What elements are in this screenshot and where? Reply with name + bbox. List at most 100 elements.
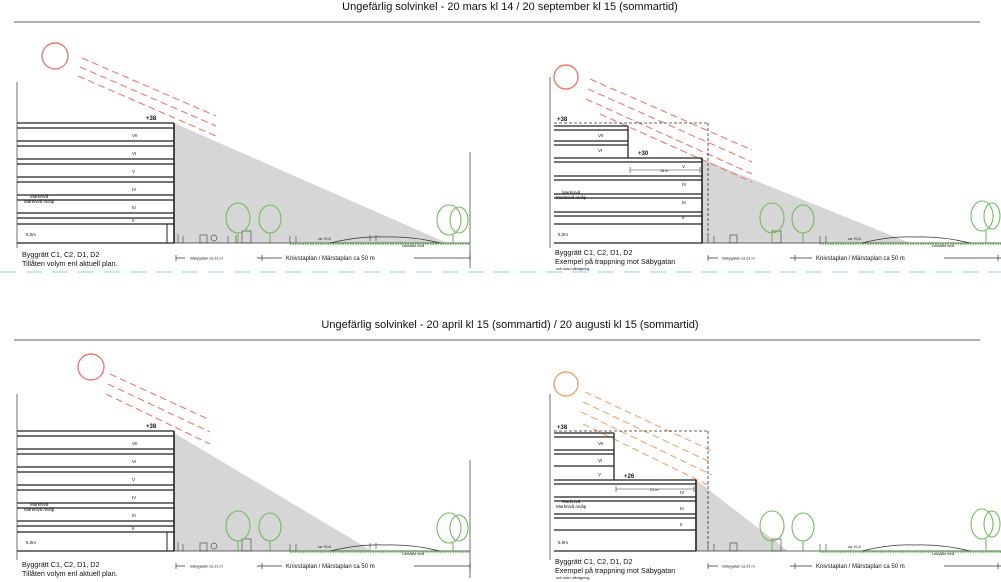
path-label: ca +0,8 (318, 237, 331, 241)
section-right-stepped-volume: 21 m +38 +26 VII VI V IV III II Marknivå… (549, 371, 1001, 580)
dim-mask (812, 562, 944, 570)
caption-line: Tillåten volym enl aktuell plan. (22, 259, 118, 268)
shadow-area (696, 480, 788, 551)
floor-label: VI (132, 151, 136, 156)
ground-label: Marknivå (30, 193, 49, 199)
caption-line: Tillåten volym enl aktuell plan. (22, 569, 118, 578)
building-stepped (554, 125, 703, 244)
caption-line: Exempel på trappning mot Säbygatan (555, 257, 675, 266)
floor-label: II (132, 218, 135, 223)
dim-mask (812, 254, 944, 262)
ground-label: Marknivå (562, 498, 581, 504)
floor-label: III (132, 513, 136, 518)
ground-label: Marknivå nivåp (24, 506, 55, 512)
sun-icon (41, 42, 69, 70)
sun-icon (553, 64, 579, 90)
building-left (17, 430, 175, 552)
floor-label: VII (598, 441, 604, 446)
elevation-top: +38 (146, 424, 157, 430)
path-label: ca +0,8 (848, 237, 861, 241)
caption-line: och utan utkragning. (556, 267, 590, 271)
step-dimension (615, 486, 695, 492)
caption-line: Byggrätt C1, C2, D1, D2 (22, 560, 100, 569)
section-left-full-volume: +38 VII VI V IV III II Marknivå Marknivå… (16, 42, 471, 268)
tree-icon (759, 510, 815, 551)
floor-label: VII (598, 133, 604, 138)
ground-elevation: 5,0m (26, 540, 36, 545)
dimension-label: Säbygatan ca 21 m (722, 257, 755, 261)
terrain-mound (329, 544, 441, 552)
street-furniture (177, 538, 377, 552)
dimension-label: Säbygatan ca 21 m (190, 257, 223, 261)
floor-label: V (132, 169, 135, 174)
path-label: ca +0,8 (848, 545, 861, 549)
path-label: ca +0,8 (318, 545, 331, 549)
sun-icon (77, 353, 105, 381)
floor-label: III (132, 205, 136, 210)
floor-label: IV (132, 187, 136, 192)
panel-title: Ungefärlig solvinkel - 20 april kl 15 (s… (321, 319, 698, 331)
sun-rays (105, 373, 211, 445)
floor-label: VI (132, 459, 136, 464)
dimension-label: Knivstaplan / Märstaplan ca 50 m (816, 564, 905, 570)
tree-icon (225, 510, 282, 551)
tree-icon (970, 200, 1001, 243)
dimension-label: Säbygatan ca 21 m (722, 565, 755, 569)
dim-mask (718, 563, 790, 569)
terrain-mound (329, 236, 441, 244)
slope-label: Lekslänt nivå (402, 244, 425, 248)
elevation-top: +38 (146, 116, 157, 122)
dim-mask (185, 255, 257, 261)
step-width-label: 18 m (660, 169, 668, 173)
elevation-step: +30 (638, 151, 649, 157)
original-volume-outline (554, 122, 709, 243)
building-left (17, 122, 175, 244)
ground-elevation: 5,0m (558, 540, 568, 545)
floor-label: VII (132, 133, 138, 138)
ground-label: Marknivå (30, 501, 49, 507)
ground-elevation: 5,0m (26, 232, 36, 237)
floor-label: VI (598, 148, 602, 153)
caption-line: och utan utkragning. (556, 576, 590, 580)
dim-mask (718, 255, 790, 261)
slope-label: Lekslänt nivå (932, 244, 955, 248)
original-volume-outline (554, 430, 709, 551)
elevation-step: +26 (624, 474, 635, 480)
tree-icon (436, 512, 469, 551)
shadow-area (174, 433, 372, 551)
dim-mask (282, 254, 414, 262)
floor-label: V (132, 477, 135, 482)
sun-rays (585, 78, 753, 183)
floor-label: II (132, 526, 135, 531)
slope-label: Lekslänt nivå (932, 552, 955, 556)
ground-label: Marknivå nivåp (24, 198, 55, 204)
sun-icon (553, 371, 579, 397)
floor-label: II (682, 215, 685, 220)
dimension-label: Säbygatan ca 21 m (190, 565, 223, 569)
building-stepped (554, 432, 697, 552)
dimension-label: Knivstaplan / Märstaplan ca 50 m (816, 256, 905, 262)
caption-line: Byggrätt C1, C2, D1, D2 (555, 248, 633, 257)
dimension-label: Knivstaplan / Märstaplan ca 50 m (286, 564, 375, 570)
tree-icon (436, 204, 469, 243)
floor-label: V (598, 472, 601, 477)
section-left-full-volume: +38 VII VI V IV III II Marknivå Marknivå… (16, 353, 471, 578)
sun-rays (77, 57, 217, 137)
step-width-label: 21 m (650, 488, 658, 492)
floor-label: III (682, 200, 686, 205)
shadow-area (702, 159, 910, 243)
panel-title: Ungefärlig solvinkel - 20 mars kl 14 / 2… (342, 1, 678, 13)
step-dimension (629, 167, 701, 173)
caption-line: Byggrätt C1, C2, D1, D2 (555, 557, 633, 566)
dim-mask (282, 562, 414, 570)
ground-label: Marknivå (562, 189, 581, 195)
terrain-mound (861, 236, 971, 244)
caption-line: Byggrätt C1, C2, D1, D2 (22, 250, 100, 259)
floor-label: IV (680, 490, 684, 495)
shadow-area (174, 123, 447, 243)
panel-april-august: Ungefärlig solvinkel - 20 april kl 15 (s… (14, 319, 1001, 580)
floor-label: V (682, 164, 685, 169)
caption-line: Exempel på trappning mot Säbygatan (555, 566, 675, 575)
ground-label: Marknivå nivåp (556, 503, 587, 509)
